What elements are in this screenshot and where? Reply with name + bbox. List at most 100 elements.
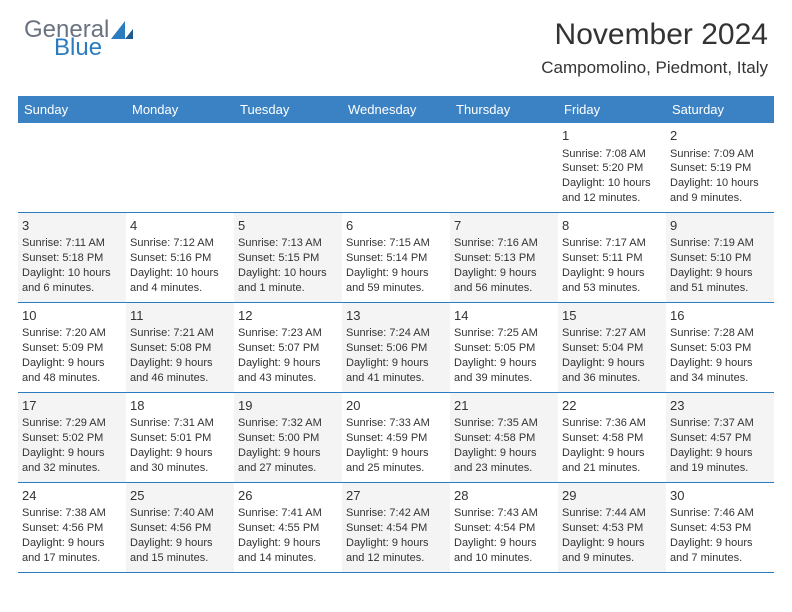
- sunset-line: Sunset: 4:56 PM: [130, 521, 230, 536]
- sunset-line: Sunset: 4:58 PM: [562, 431, 662, 446]
- day-cell: 14Sunrise: 7:25 AMSunset: 5:05 PMDayligh…: [450, 302, 558, 392]
- sunrise-line: Sunrise: 7:17 AM: [562, 236, 662, 251]
- day-cell: 2Sunrise: 7:09 AMSunset: 5:19 PMDaylight…: [666, 123, 774, 212]
- day-cell: 10Sunrise: 7:20 AMSunset: 5:09 PMDayligh…: [18, 302, 126, 392]
- sunrise-line: Sunrise: 7:42 AM: [346, 506, 446, 521]
- sunrise-line: Sunrise: 7:44 AM: [562, 506, 662, 521]
- day-number: 14: [454, 307, 554, 325]
- day-cell: [234, 123, 342, 212]
- daylight-line: Daylight: 9 hours and 30 minutes.: [130, 446, 230, 476]
- logo-text-blue: Blue: [54, 36, 133, 60]
- header: General Blue November 2024 Campomolino, …: [0, 0, 792, 88]
- daylight-line: Daylight: 9 hours and 19 minutes.: [670, 446, 770, 476]
- sunset-line: Sunset: 4:59 PM: [346, 431, 446, 446]
- calendar-row: 10Sunrise: 7:20 AMSunset: 5:09 PMDayligh…: [18, 302, 774, 392]
- day-cell: 29Sunrise: 7:44 AMSunset: 4:53 PMDayligh…: [558, 482, 666, 572]
- sunrise-line: Sunrise: 7:27 AM: [562, 326, 662, 341]
- day-number: 13: [346, 307, 446, 325]
- calendar-row: 17Sunrise: 7:29 AMSunset: 5:02 PMDayligh…: [18, 392, 774, 482]
- daylight-line: Daylight: 9 hours and 21 minutes.: [562, 446, 662, 476]
- sunset-line: Sunset: 5:15 PM: [238, 251, 338, 266]
- sunrise-line: Sunrise: 7:13 AM: [238, 236, 338, 251]
- day-cell: 27Sunrise: 7:42 AMSunset: 4:54 PMDayligh…: [342, 482, 450, 572]
- sunset-line: Sunset: 4:55 PM: [238, 521, 338, 536]
- day-cell: 18Sunrise: 7:31 AMSunset: 5:01 PMDayligh…: [126, 392, 234, 482]
- daylight-line: Daylight: 9 hours and 7 minutes.: [670, 536, 770, 566]
- sunset-line: Sunset: 5:03 PM: [670, 341, 770, 356]
- daylight-line: Daylight: 9 hours and 59 minutes.: [346, 266, 446, 296]
- day-number: 12: [238, 307, 338, 325]
- day-cell: 15Sunrise: 7:27 AMSunset: 5:04 PMDayligh…: [558, 302, 666, 392]
- day-cell: 26Sunrise: 7:41 AMSunset: 4:55 PMDayligh…: [234, 482, 342, 572]
- month-title: November 2024: [541, 18, 768, 52]
- day-cell: [342, 123, 450, 212]
- sunrise-line: Sunrise: 7:35 AM: [454, 416, 554, 431]
- daylight-line: Daylight: 10 hours and 9 minutes.: [670, 176, 770, 206]
- day-header-wed: Wednesday: [342, 96, 450, 123]
- day-number: 7: [454, 217, 554, 235]
- day-number: 8: [562, 217, 662, 235]
- sunrise-line: Sunrise: 7:37 AM: [670, 416, 770, 431]
- day-cell: 6Sunrise: 7:15 AMSunset: 5:14 PMDaylight…: [342, 212, 450, 302]
- sunrise-line: Sunrise: 7:24 AM: [346, 326, 446, 341]
- day-number: 9: [670, 217, 770, 235]
- sunset-line: Sunset: 5:00 PM: [238, 431, 338, 446]
- day-cell: 20Sunrise: 7:33 AMSunset: 4:59 PMDayligh…: [342, 392, 450, 482]
- title-block: November 2024 Campomolino, Piedmont, Ita…: [541, 18, 768, 78]
- day-cell: [126, 123, 234, 212]
- daylight-line: Daylight: 9 hours and 14 minutes.: [238, 536, 338, 566]
- sunset-line: Sunset: 5:09 PM: [22, 341, 122, 356]
- daylight-line: Daylight: 10 hours and 1 minute.: [238, 266, 338, 296]
- sunset-line: Sunset: 4:53 PM: [670, 521, 770, 536]
- sunrise-line: Sunrise: 7:15 AM: [346, 236, 446, 251]
- daylight-line: Daylight: 9 hours and 48 minutes.: [22, 356, 122, 386]
- day-number: 1: [562, 127, 662, 145]
- day-cell: 4Sunrise: 7:12 AMSunset: 5:16 PMDaylight…: [126, 212, 234, 302]
- sunrise-line: Sunrise: 7:43 AM: [454, 506, 554, 521]
- day-header-row: Sunday Monday Tuesday Wednesday Thursday…: [18, 96, 774, 123]
- sunrise-line: Sunrise: 7:31 AM: [130, 416, 230, 431]
- day-cell: 17Sunrise: 7:29 AMSunset: 5:02 PMDayligh…: [18, 392, 126, 482]
- daylight-line: Daylight: 9 hours and 51 minutes.: [670, 266, 770, 296]
- day-cell: 12Sunrise: 7:23 AMSunset: 5:07 PMDayligh…: [234, 302, 342, 392]
- daylight-line: Daylight: 9 hours and 32 minutes.: [22, 446, 122, 476]
- sunrise-line: Sunrise: 7:11 AM: [22, 236, 122, 251]
- day-cell: 3Sunrise: 7:11 AMSunset: 5:18 PMDaylight…: [18, 212, 126, 302]
- day-cell: 7Sunrise: 7:16 AMSunset: 5:13 PMDaylight…: [450, 212, 558, 302]
- sunset-line: Sunset: 5:01 PM: [130, 431, 230, 446]
- day-number: 6: [346, 217, 446, 235]
- day-number: 17: [22, 397, 122, 415]
- daylight-line: Daylight: 9 hours and 41 minutes.: [346, 356, 446, 386]
- sunset-line: Sunset: 4:54 PM: [454, 521, 554, 536]
- calendar-row: 24Sunrise: 7:38 AMSunset: 4:56 PMDayligh…: [18, 482, 774, 572]
- day-cell: 5Sunrise: 7:13 AMSunset: 5:15 PMDaylight…: [234, 212, 342, 302]
- daylight-line: Daylight: 9 hours and 12 minutes.: [346, 536, 446, 566]
- day-cell: 23Sunrise: 7:37 AMSunset: 4:57 PMDayligh…: [666, 392, 774, 482]
- day-number: 29: [562, 487, 662, 505]
- sunrise-line: Sunrise: 7:46 AM: [670, 506, 770, 521]
- sunrise-line: Sunrise: 7:33 AM: [346, 416, 446, 431]
- day-number: 30: [670, 487, 770, 505]
- day-number: 26: [238, 487, 338, 505]
- sunrise-line: Sunrise: 7:25 AM: [454, 326, 554, 341]
- day-cell: 22Sunrise: 7:36 AMSunset: 4:58 PMDayligh…: [558, 392, 666, 482]
- day-number: 22: [562, 397, 662, 415]
- daylight-line: Daylight: 10 hours and 6 minutes.: [22, 266, 122, 296]
- day-number: 2: [670, 127, 770, 145]
- calendar-row: 1Sunrise: 7:08 AMSunset: 5:20 PMDaylight…: [18, 123, 774, 212]
- daylight-line: Daylight: 9 hours and 39 minutes.: [454, 356, 554, 386]
- daylight-line: Daylight: 9 hours and 56 minutes.: [454, 266, 554, 296]
- sunrise-line: Sunrise: 7:09 AM: [670, 147, 770, 162]
- sunrise-line: Sunrise: 7:20 AM: [22, 326, 122, 341]
- sunset-line: Sunset: 5:20 PM: [562, 161, 662, 176]
- sunrise-line: Sunrise: 7:36 AM: [562, 416, 662, 431]
- sunrise-line: Sunrise: 7:12 AM: [130, 236, 230, 251]
- day-header-sat: Saturday: [666, 96, 774, 123]
- daylight-line: Daylight: 9 hours and 46 minutes.: [130, 356, 230, 386]
- daylight-line: Daylight: 9 hours and 36 minutes.: [562, 356, 662, 386]
- sunset-line: Sunset: 5:08 PM: [130, 341, 230, 356]
- daylight-line: Daylight: 9 hours and 34 minutes.: [670, 356, 770, 386]
- day-cell: 30Sunrise: 7:46 AMSunset: 4:53 PMDayligh…: [666, 482, 774, 572]
- day-number: 25: [130, 487, 230, 505]
- location: Campomolino, Piedmont, Italy: [541, 58, 768, 78]
